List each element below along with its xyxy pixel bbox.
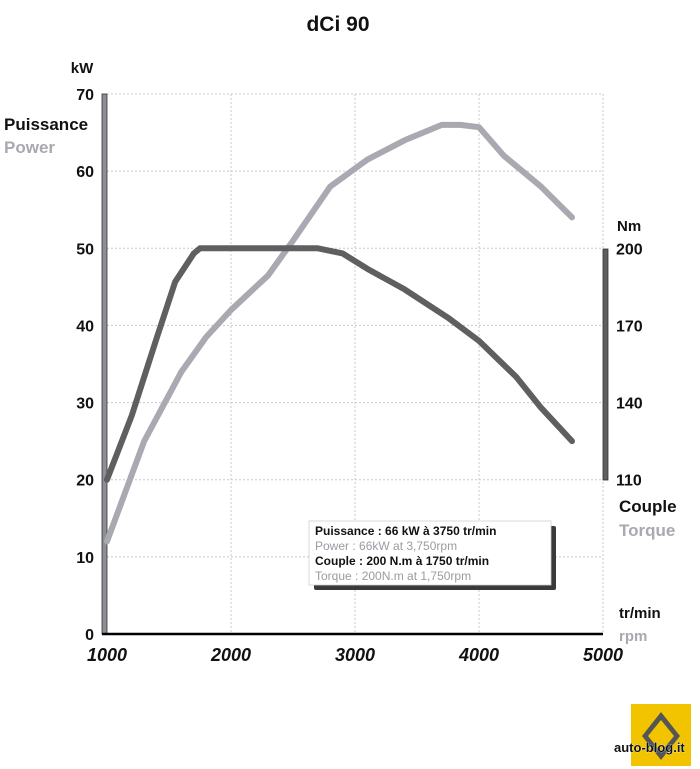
annotation-background [308,520,552,586]
x-tick-label: 4000 [458,645,499,665]
right-tick-label: 140 [616,396,643,413]
chart-grid [107,93,604,634]
brand-logo: auto-blog.it [614,704,691,766]
right-tick-label: 200 [616,241,643,258]
annotation-line: Puissance : 66 kW à 3750 tr/min [315,524,496,538]
left-unit-label: kW [71,60,94,77]
right-axis-label-en: Torque [619,521,675,540]
left-tick-label: 60 [76,164,94,181]
left-tick-label: 70 [76,87,94,104]
right-tick-label: 170 [616,318,643,335]
renault-diamond-icon [642,712,680,760]
right-axis-bar [602,248,609,481]
right-tick-label: 110 [616,473,642,490]
series-line-power [104,121,575,545]
left-tick-label: 40 [76,318,94,335]
x-tick-label: 5000 [583,645,623,665]
left-axis-bar [101,93,108,635]
left-axis-label-fr: Puissance [4,115,88,134]
annotation-line: Torque : 200N.m at 1,750rpm [315,569,471,583]
left-tick-label: 10 [76,550,94,567]
chart-title: dCi 90 [306,13,369,36]
x-tick-label: 1000 [87,645,127,665]
left-tick-label: 20 [76,473,94,490]
series-line-torque [104,245,575,483]
x-axis-label-en: rpm [619,628,647,645]
right-axis-label-fr: Couple [619,497,677,516]
left-tick-label: 50 [76,241,94,258]
chart-series [104,121,575,545]
x-tick-label: 2000 [210,645,251,665]
right-unit-label: Nm [617,218,641,235]
annotation-line: Couple : 200 N.m à 1750 tr/min [315,554,489,568]
left-axis-label-en: Power [4,138,55,157]
left-tick-labels: 0 10 20 30 40 50 60 70 [76,87,94,644]
left-tick-label: 0 [85,627,94,644]
right-tick-labels: 110 140 170 200 [616,241,643,489]
x-axis-label-fr: tr/min [619,605,661,622]
logo-text: auto-blog.it [614,740,685,755]
x-tick-label: 3000 [335,645,375,665]
annotation-line: Power : 66kW at 3,750rpm [315,539,457,553]
left-tick-label: 30 [76,396,94,413]
x-tick-labels: 1000 2000 3000 4000 5000 [87,645,623,665]
